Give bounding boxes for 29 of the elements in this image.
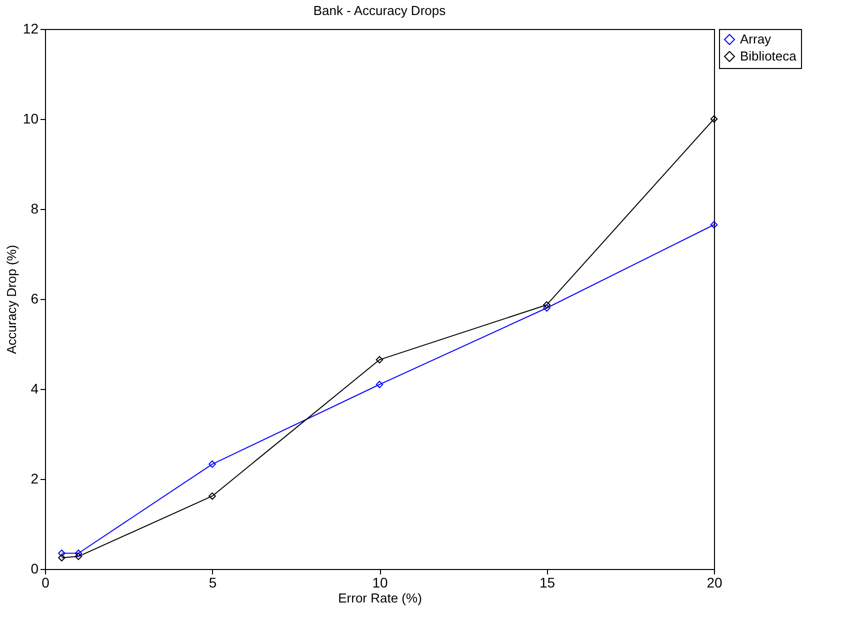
point [376, 380, 384, 388]
y-tick-label: 8 [30, 200, 39, 216]
legend-label: Array [740, 32, 772, 46]
point [543, 301, 550, 309]
point [710, 115, 718, 123]
y-tick-label: 6 [30, 290, 39, 306]
point [376, 356, 384, 364]
chart-title: Bank - Accuracy Drops [313, 3, 446, 18]
x-tick-label: 15 [539, 574, 556, 590]
x-tick-label: 0 [42, 574, 50, 590]
point [58, 550, 66, 557]
y-tick-label: 2 [30, 470, 39, 486]
point [208, 460, 216, 468]
point [74, 552, 82, 560]
point [208, 492, 216, 500]
y-tick-label: 4 [30, 380, 39, 396]
y-tick-label: 0 [30, 560, 39, 576]
y-axis-title: Accuracy Drop (%) [4, 244, 19, 354]
x-tick-label: 5 [208, 574, 217, 590]
x-tick-label: 10 [372, 574, 388, 590]
point [74, 550, 82, 557]
y-tick-label: 12 [22, 20, 39, 36]
x-axis-title: Error Rate (%) [338, 590, 422, 606]
x-tick-label: 20 [706, 574, 722, 590]
point [543, 304, 550, 312]
y-tick-label: 10 [22, 110, 39, 126]
point [710, 221, 718, 228]
legend-label: Biblioteca [740, 48, 798, 64]
point [58, 554, 66, 562]
